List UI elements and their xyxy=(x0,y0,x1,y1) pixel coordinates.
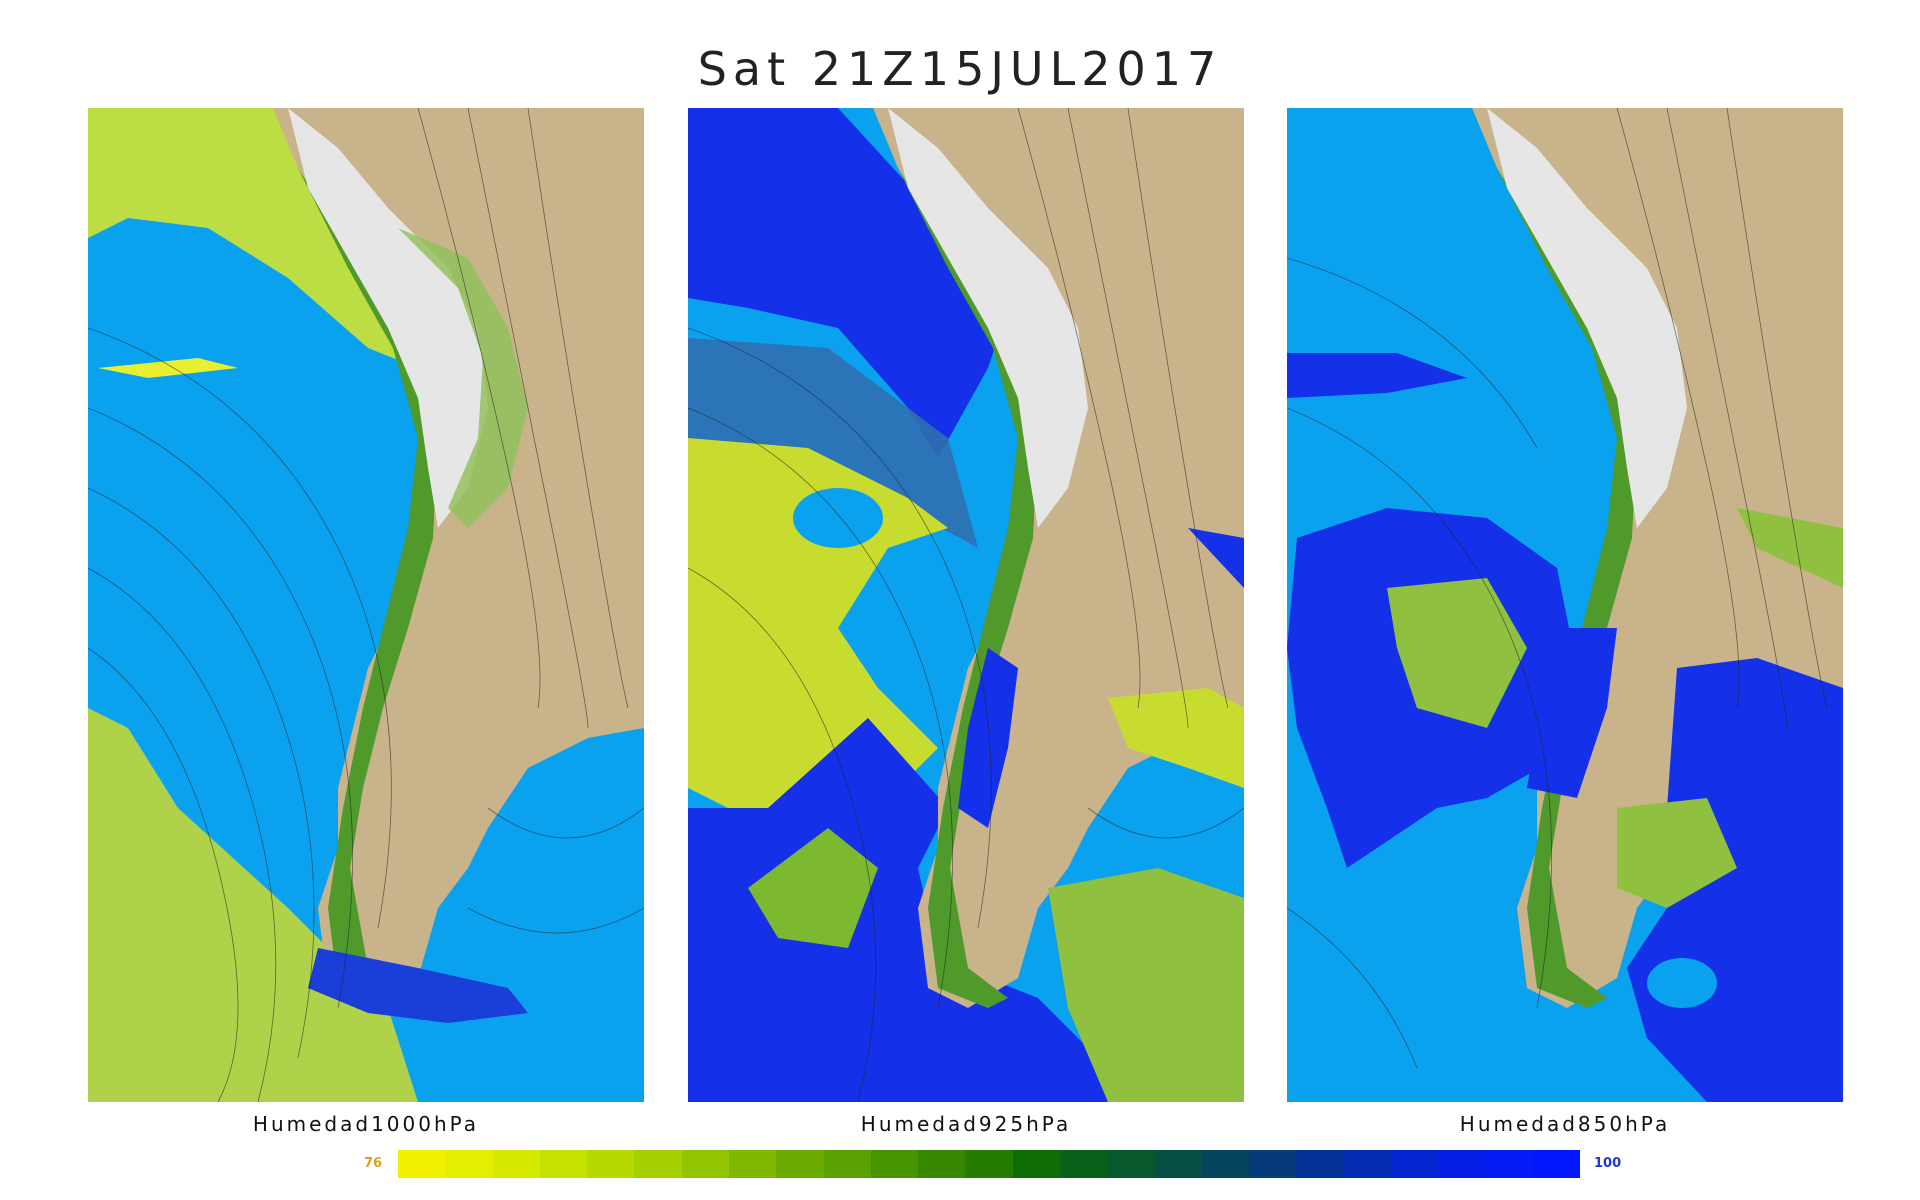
chile-humid-strip xyxy=(1527,628,1617,798)
humid-green-patch xyxy=(748,828,878,948)
colorbar-segment xyxy=(1201,1150,1250,1178)
colorbar-segment xyxy=(1532,1150,1581,1178)
dry-pocket xyxy=(793,488,883,548)
colorbar-segment xyxy=(1107,1150,1155,1178)
humid-east-tongue xyxy=(1188,528,1244,588)
andes-snow xyxy=(288,108,488,528)
map-1000hpa-svg xyxy=(88,108,644,1102)
map-850hpa-svg xyxy=(1287,108,1843,1102)
colorbar-segment xyxy=(1012,1150,1060,1178)
map-title: Sat 21Z15JUL2017 xyxy=(697,42,1223,96)
colorbar-segment xyxy=(1059,1150,1108,1178)
humid-band-north xyxy=(688,108,1008,458)
colorbar-segment xyxy=(681,1150,729,1178)
chile-green-belt xyxy=(298,168,438,1008)
streamlines xyxy=(1287,108,1828,1069)
humid-streak xyxy=(98,358,238,378)
colorbar-segment xyxy=(1296,1150,1344,1178)
andes-snow xyxy=(888,108,1088,528)
humid-green-core xyxy=(1387,578,1527,728)
colorbar-segment xyxy=(1390,1150,1439,1178)
humid-band-south xyxy=(688,718,1244,1102)
colorbar-segment xyxy=(1343,1150,1391,1178)
colorbar-segment xyxy=(539,1150,588,1178)
colorbar-max-label: 100 xyxy=(1594,1156,1622,1171)
colorbar-segment xyxy=(728,1150,777,1178)
humid-band-north xyxy=(88,108,418,368)
colorbar-segment xyxy=(965,1150,1013,1178)
colorbar-segment xyxy=(918,1150,966,1178)
humid-streak xyxy=(1287,353,1467,398)
colorbar-segment xyxy=(634,1150,682,1178)
colorbar-segment xyxy=(445,1150,493,1178)
colorbar-segment xyxy=(1249,1150,1297,1178)
humidity-map-925hpa xyxy=(688,108,1244,1102)
humidity-map-1000hpa xyxy=(88,108,644,1102)
streamlines xyxy=(88,108,644,1102)
panel-label-1000hpa: Humedad1000hPa xyxy=(252,1112,480,1136)
colorbar-segment xyxy=(587,1150,635,1178)
colorbar-segment xyxy=(823,1150,871,1178)
colorbar-segment xyxy=(1154,1150,1202,1178)
panel-label-850hpa: Humedad850hPa xyxy=(1459,1112,1671,1136)
colorbar-segment xyxy=(870,1150,919,1178)
panel-label-925hpa: Humedad925hPa xyxy=(860,1112,1072,1136)
dry-pocket xyxy=(1647,958,1717,1008)
chile-humid-strip xyxy=(958,648,1018,828)
colorbar-segment xyxy=(492,1150,540,1178)
humid-green-southeast xyxy=(1617,798,1737,908)
south-america-land xyxy=(273,108,644,1008)
chile-green-belt xyxy=(1497,168,1637,1008)
humidity-map-850hpa xyxy=(1287,108,1843,1102)
humid-band-south xyxy=(88,708,418,1102)
tierra-del-fuego-humid xyxy=(308,948,528,1023)
colorbar-segment xyxy=(1485,1150,1533,1178)
humid-southeast xyxy=(1048,868,1244,1102)
colorbar-segment xyxy=(1438,1150,1486,1178)
andes-snow xyxy=(1487,108,1687,528)
colorbar-segment xyxy=(398,1150,446,1178)
andes-green-east xyxy=(398,228,528,528)
humidity-colorbar xyxy=(398,1150,1581,1178)
colorbar-min-label: 76 xyxy=(364,1156,383,1171)
streamlines xyxy=(688,108,1244,1102)
humid-east-tongue xyxy=(1737,508,1843,588)
humid-band-mid xyxy=(688,338,978,548)
chile-green-belt xyxy=(898,168,1038,1008)
map-925hpa-svg xyxy=(688,108,1244,1102)
colorbar-segment xyxy=(776,1150,824,1178)
humid-yellow-region xyxy=(688,438,948,808)
humid-east-patch xyxy=(1108,688,1244,788)
